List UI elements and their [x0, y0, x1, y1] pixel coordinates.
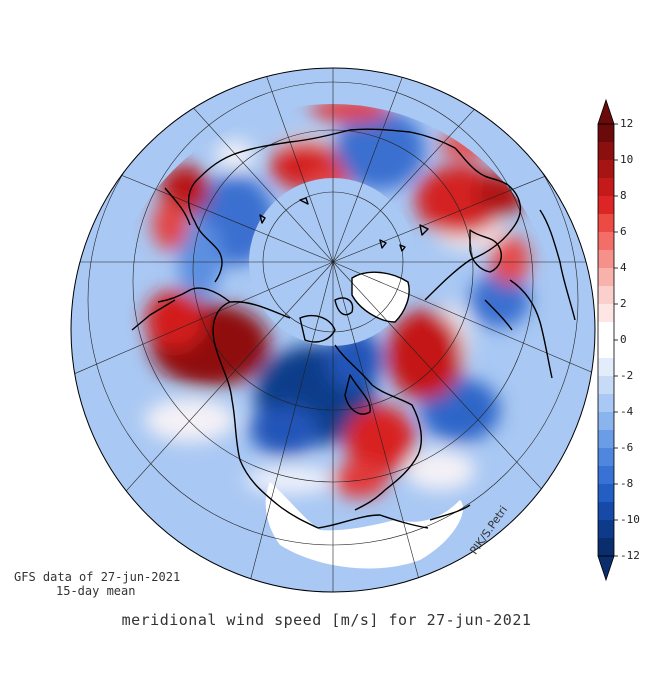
source-line-1: GFS data of 27-jun-2021: [14, 570, 181, 584]
colorbar-band: [598, 376, 614, 395]
colorbar-band: [598, 214, 614, 233]
colorbar-band: [598, 538, 614, 557]
colorbar-tick-label: 12: [620, 117, 634, 130]
colorbar-band: [598, 412, 614, 431]
colorbar-band: [598, 250, 614, 269]
colorbar-tick-label: -2: [620, 369, 634, 382]
colorbar-band: [598, 142, 614, 161]
colorbar-tick-label: -10: [620, 513, 640, 526]
tropics-land: [265, 482, 464, 569]
graticule: [71, 68, 595, 592]
colorbar-tick-label: 10: [620, 153, 634, 166]
colorbar-band: [598, 232, 614, 251]
colorbar-band: [598, 178, 614, 197]
colorbar-band: [598, 358, 614, 377]
globe-border: [70, 67, 596, 593]
source-line-2: 15-day mean: [56, 584, 136, 598]
colorbar-band: [598, 268, 614, 287]
colorbar-band: [598, 304, 614, 323]
colorbar-tick-label: 4: [620, 261, 627, 274]
colorbar-tick-label: -12: [620, 549, 640, 562]
colorbar-max-arrow: [597, 98, 615, 125]
colorbar-bands: [598, 124, 614, 557]
colorbar-band: [598, 484, 614, 503]
colorbar-band: [598, 502, 614, 521]
colorbar-band: [598, 124, 614, 143]
colorbar-band: [598, 466, 614, 485]
globe: [71, 68, 595, 592]
colorbar-tick-label: -8: [620, 477, 634, 490]
colorbar-ticks: [614, 123, 618, 557]
colorbar-band: [598, 286, 614, 305]
colorbar: [597, 98, 618, 582]
colorbar-band: [598, 196, 614, 215]
colorbar-band: [598, 448, 614, 467]
colorbar-tick-label: 0: [620, 333, 627, 346]
colorbar-band: [598, 340, 614, 359]
colorbar-band: [598, 322, 614, 341]
greenland-land: [352, 272, 410, 322]
colorbar-min-arrow: [597, 555, 615, 582]
colorbar-band: [598, 394, 614, 413]
colorbar-tick-label: 6: [620, 225, 627, 238]
coastlines: [131, 128, 576, 529]
colorbar-tick-label: -4: [620, 405, 634, 418]
colorbar-tick-label: 2: [620, 297, 627, 310]
colorbar-tick-label: 8: [620, 189, 627, 202]
colorbar-tick-label: -6: [620, 441, 634, 454]
figure-title: meridional wind speed [m/s] for 27-jun-2…: [121, 611, 532, 629]
colorbar-band: [598, 520, 614, 539]
colorbar-band: [598, 430, 614, 449]
colorbar-band: [598, 160, 614, 179]
